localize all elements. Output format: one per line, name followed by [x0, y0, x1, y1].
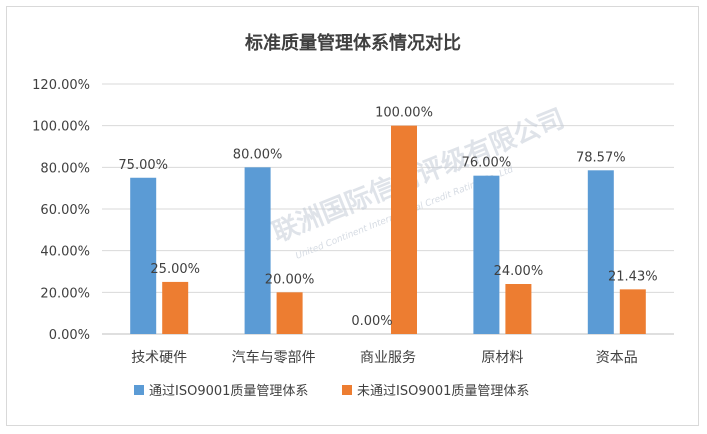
bar-not-passed — [162, 281, 189, 334]
data-label: 100.00% — [375, 106, 433, 121]
y-tick-label: 20.00% — [40, 286, 90, 301]
data-label: 24.00% — [494, 264, 544, 279]
legend-label-passed: 通过ISO9001质量管理体系 — [149, 384, 308, 399]
data-label: 20.00% — [265, 272, 315, 287]
data-label: 25.00% — [150, 262, 200, 277]
legend-swatch-not-passed — [342, 385, 352, 395]
gridlines — [102, 83, 674, 335]
y-axis-tick-labels: 0.00% 20.00% 40.00% 60.00% 80.00% 100.00% 120.… — [32, 78, 90, 343]
y-tick-label: 120.00% — [32, 78, 90, 93]
x-axis-category-labels: 技术硬件 汽车与零部件 商业服务 原材料 资本品 — [131, 349, 638, 366]
data-label: 80.00% — [233, 147, 283, 162]
legend-label-not-passed: 未通过ISO9001质量管理体系 — [357, 384, 529, 399]
category-label: 汽车与零部件 — [232, 349, 316, 366]
data-label: 21.43% — [608, 269, 658, 284]
data-label: 76.00% — [462, 156, 512, 171]
category-label: 商业服务 — [360, 350, 416, 366]
bar-not-passed — [619, 289, 646, 334]
data-label: 78.57% — [576, 150, 626, 165]
y-tick-label: 40.00% — [40, 245, 90, 260]
legend-swatch-passed — [134, 385, 144, 395]
bar-not-passed — [505, 284, 532, 334]
legend: 通过ISO9001质量管理体系 未通过ISO9001质量管理体系 — [134, 384, 529, 399]
bar-not-passed — [276, 292, 303, 334]
watermark: 联洲国际信用评级有限公司 United Continent Internatio… — [268, 103, 569, 262]
bars — [130, 125, 646, 335]
bar-passed — [244, 167, 271, 334]
bar-not-passed — [391, 125, 417, 335]
category-label: 资本品 — [596, 350, 638, 366]
data-labels: 75.00% 25.00% 80.00% 20.00% 0.00% 100.00% 76.0… — [118, 106, 657, 329]
data-label: 75.00% — [118, 158, 168, 173]
y-tick-label: 100.00% — [32, 120, 90, 135]
watermark-text: 联洲国际信用评级有限公司 — [268, 103, 569, 249]
data-label: 0.00% — [351, 314, 392, 329]
y-tick-label: 80.00% — [40, 161, 90, 176]
bar-passed — [130, 177, 157, 334]
chart-title: 标准质量管理体系情况对比 — [244, 32, 461, 54]
bar-passed — [587, 170, 614, 334]
category-label: 原材料 — [481, 350, 523, 366]
bar-passed — [473, 175, 500, 334]
y-tick-label: 60.00% — [40, 203, 90, 218]
chart-frame: 标准质量管理体系情况对比 0.00% 20.00% 40.00% 60.00% 80.0… — [6, 6, 699, 426]
bar-chart: 标准质量管理体系情况对比 0.00% 20.00% 40.00% 60.00% 80.0… — [32, 32, 674, 399]
y-tick-label: 0.00% — [49, 328, 90, 343]
category-label: 技术硬件 — [131, 350, 187, 366]
